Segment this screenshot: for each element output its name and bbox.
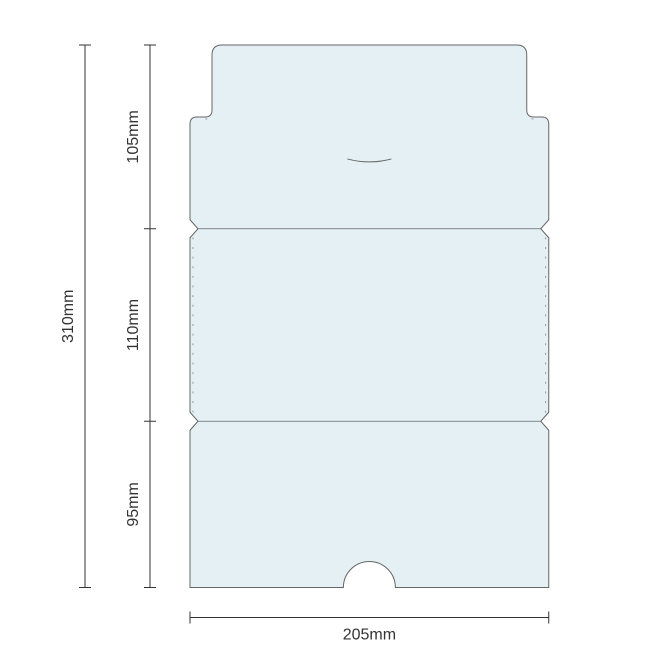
dim-seg-1-label: 110mm	[125, 299, 142, 351]
dim-total-h-label: 310mm	[60, 290, 77, 343]
template-diagram: 310mm 105mm 110mm 95mm 205mm	[0, 0, 650, 650]
dim-width-label: 205mm	[343, 627, 396, 644]
dim-seg-0-label: 105mm	[125, 110, 142, 163]
template-outline	[190, 45, 549, 588]
dim-seg-2-label: 95mm	[125, 482, 142, 526]
